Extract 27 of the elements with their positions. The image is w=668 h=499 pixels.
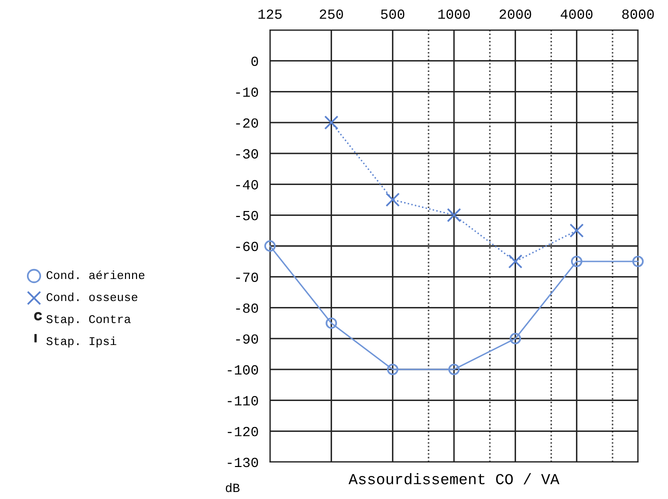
y-tick-label: -80	[236, 303, 258, 313]
x-tick-label: 125	[258, 9, 282, 19]
y-tick-label: -50	[236, 210, 258, 220]
y-tick-label: -110	[228, 396, 258, 406]
x-tick-label: 4000	[560, 9, 592, 19]
y-tick-label: -30	[236, 149, 258, 159]
y-tick-label: -40	[236, 180, 258, 190]
y-tick-label: -10	[236, 87, 258, 97]
x-tick-label: 250	[320, 9, 343, 19]
y-tick-label: -70	[236, 272, 258, 282]
y-tick-label: -120	[228, 426, 258, 436]
legend-label: Cond. aérienne	[46, 270, 144, 280]
y-tick-label: -90	[236, 334, 258, 344]
x-tick-label: 8000	[622, 9, 654, 19]
y-tick-label: -20	[236, 118, 258, 128]
y-tick-label: 0	[251, 56, 258, 66]
y-tick-label: -100	[228, 365, 258, 375]
legend-label: Stap. Ipsi	[46, 336, 116, 348]
x-tick-label: 500	[381, 9, 404, 19]
y-tick-label: -130	[228, 458, 258, 468]
y-axis-title: dB	[226, 482, 240, 492]
legend-label: Stap. Contra	[46, 315, 131, 326]
x-axis-title: Assourdissement CO / VA	[348, 473, 560, 484]
legend-label: Cond. osseuse	[46, 292, 138, 302]
x-tick-label: 1000	[438, 9, 470, 19]
x-tick-label: 2000	[500, 9, 532, 19]
y-tick-label: -60	[236, 242, 258, 252]
